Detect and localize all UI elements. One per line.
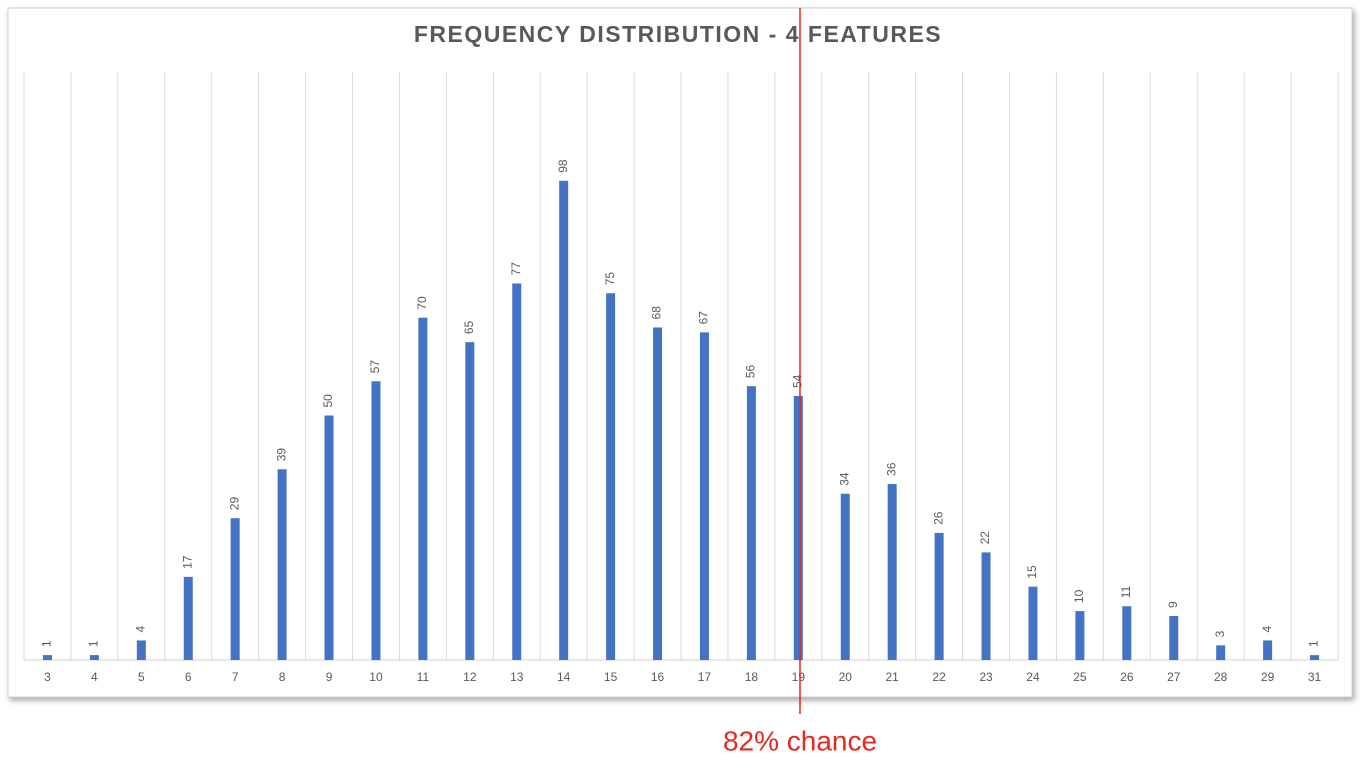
data-label: 68 (650, 306, 664, 320)
bar (1028, 586, 1038, 660)
data-label: 4 (133, 625, 147, 632)
data-label: 3 (1213, 630, 1227, 637)
data-label: 34 (837, 472, 851, 486)
x-tick-label: 23 (979, 670, 993, 684)
data-label: 77 (509, 262, 523, 276)
x-tick-label: 6 (185, 670, 192, 684)
bar (746, 386, 756, 660)
chart-title: FREQUENCY DISTRIBUTION - 4 FEATURES (414, 21, 942, 47)
bar (840, 493, 850, 660)
x-tick-label: 24 (1026, 670, 1040, 684)
data-label: 26 (931, 511, 945, 525)
data-label: 98 (556, 159, 570, 173)
x-tick-label: 28 (1214, 670, 1228, 684)
bar (371, 381, 381, 660)
data-label: 56 (744, 364, 758, 378)
bar (887, 483, 897, 660)
bar (699, 332, 709, 660)
x-tick-label: 17 (698, 670, 712, 684)
data-label: 29 (227, 497, 241, 511)
bar (1122, 606, 1132, 660)
bar (606, 293, 616, 660)
x-tick-label: 10 (369, 670, 383, 684)
x-tick-label: 31 (1308, 670, 1322, 684)
bar (1310, 655, 1320, 660)
data-label: 10 (1072, 589, 1086, 603)
data-label: 1 (40, 640, 54, 647)
data-label: 70 (415, 296, 429, 310)
data-label: 1 (1307, 640, 1321, 647)
bar (1263, 640, 1273, 660)
x-tick-label: 9 (326, 670, 333, 684)
x-tick-label: 29 (1261, 670, 1275, 684)
bar (512, 283, 522, 660)
bar (183, 576, 193, 660)
x-tick-label: 8 (279, 670, 286, 684)
bar (277, 469, 287, 660)
data-label: 36 (884, 462, 898, 476)
data-label: 75 (603, 272, 617, 286)
data-label: 4 (1260, 625, 1274, 632)
bar (1216, 645, 1226, 660)
data-label: 57 (368, 360, 382, 374)
x-tick-label: 22 (932, 670, 946, 684)
x-tick-label: 5 (138, 670, 145, 684)
x-tick-label: 15 (604, 670, 618, 684)
bar (653, 327, 663, 660)
x-tick-label: 11 (417, 670, 430, 684)
data-label: 39 (274, 448, 288, 462)
data-label: 15 (1025, 565, 1039, 579)
x-tick-label: 16 (651, 670, 665, 684)
bar (934, 532, 944, 660)
data-label: 9 (1166, 601, 1180, 608)
data-label: 22 (978, 531, 992, 545)
x-tick-label: 14 (557, 670, 571, 684)
annotation-label: 82% chance (723, 725, 877, 756)
bar (418, 317, 428, 660)
data-label: 17 (180, 555, 194, 569)
x-tick-label: 25 (1073, 670, 1087, 684)
data-label: 54 (790, 374, 804, 388)
data-label: 1 (87, 640, 101, 647)
data-label: 67 (697, 311, 711, 325)
bar (559, 180, 569, 660)
bar (465, 342, 475, 660)
x-tick-label: 7 (232, 670, 239, 684)
bar (42, 655, 52, 660)
bar (324, 415, 334, 660)
x-tick-label: 12 (463, 670, 477, 684)
x-tick-label: 13 (510, 670, 524, 684)
x-tick-label: 26 (1120, 670, 1134, 684)
bar (136, 640, 146, 660)
bar (981, 552, 991, 660)
x-tick-label: 27 (1167, 670, 1181, 684)
data-label: 50 (321, 394, 335, 408)
x-tick-label: 19 (792, 670, 806, 684)
x-tick-label: 18 (745, 670, 759, 684)
bar (230, 518, 240, 660)
bar (89, 655, 99, 660)
bar (1169, 615, 1179, 660)
x-tick-label: 20 (839, 670, 853, 684)
x-tick-label: 3 (44, 670, 51, 684)
x-tick-label: 21 (885, 670, 899, 684)
bar (793, 395, 803, 660)
data-label: 11 (1119, 585, 1133, 598)
x-tick-label: 4 (91, 670, 98, 684)
bar (1075, 611, 1085, 660)
data-label: 65 (462, 320, 476, 334)
